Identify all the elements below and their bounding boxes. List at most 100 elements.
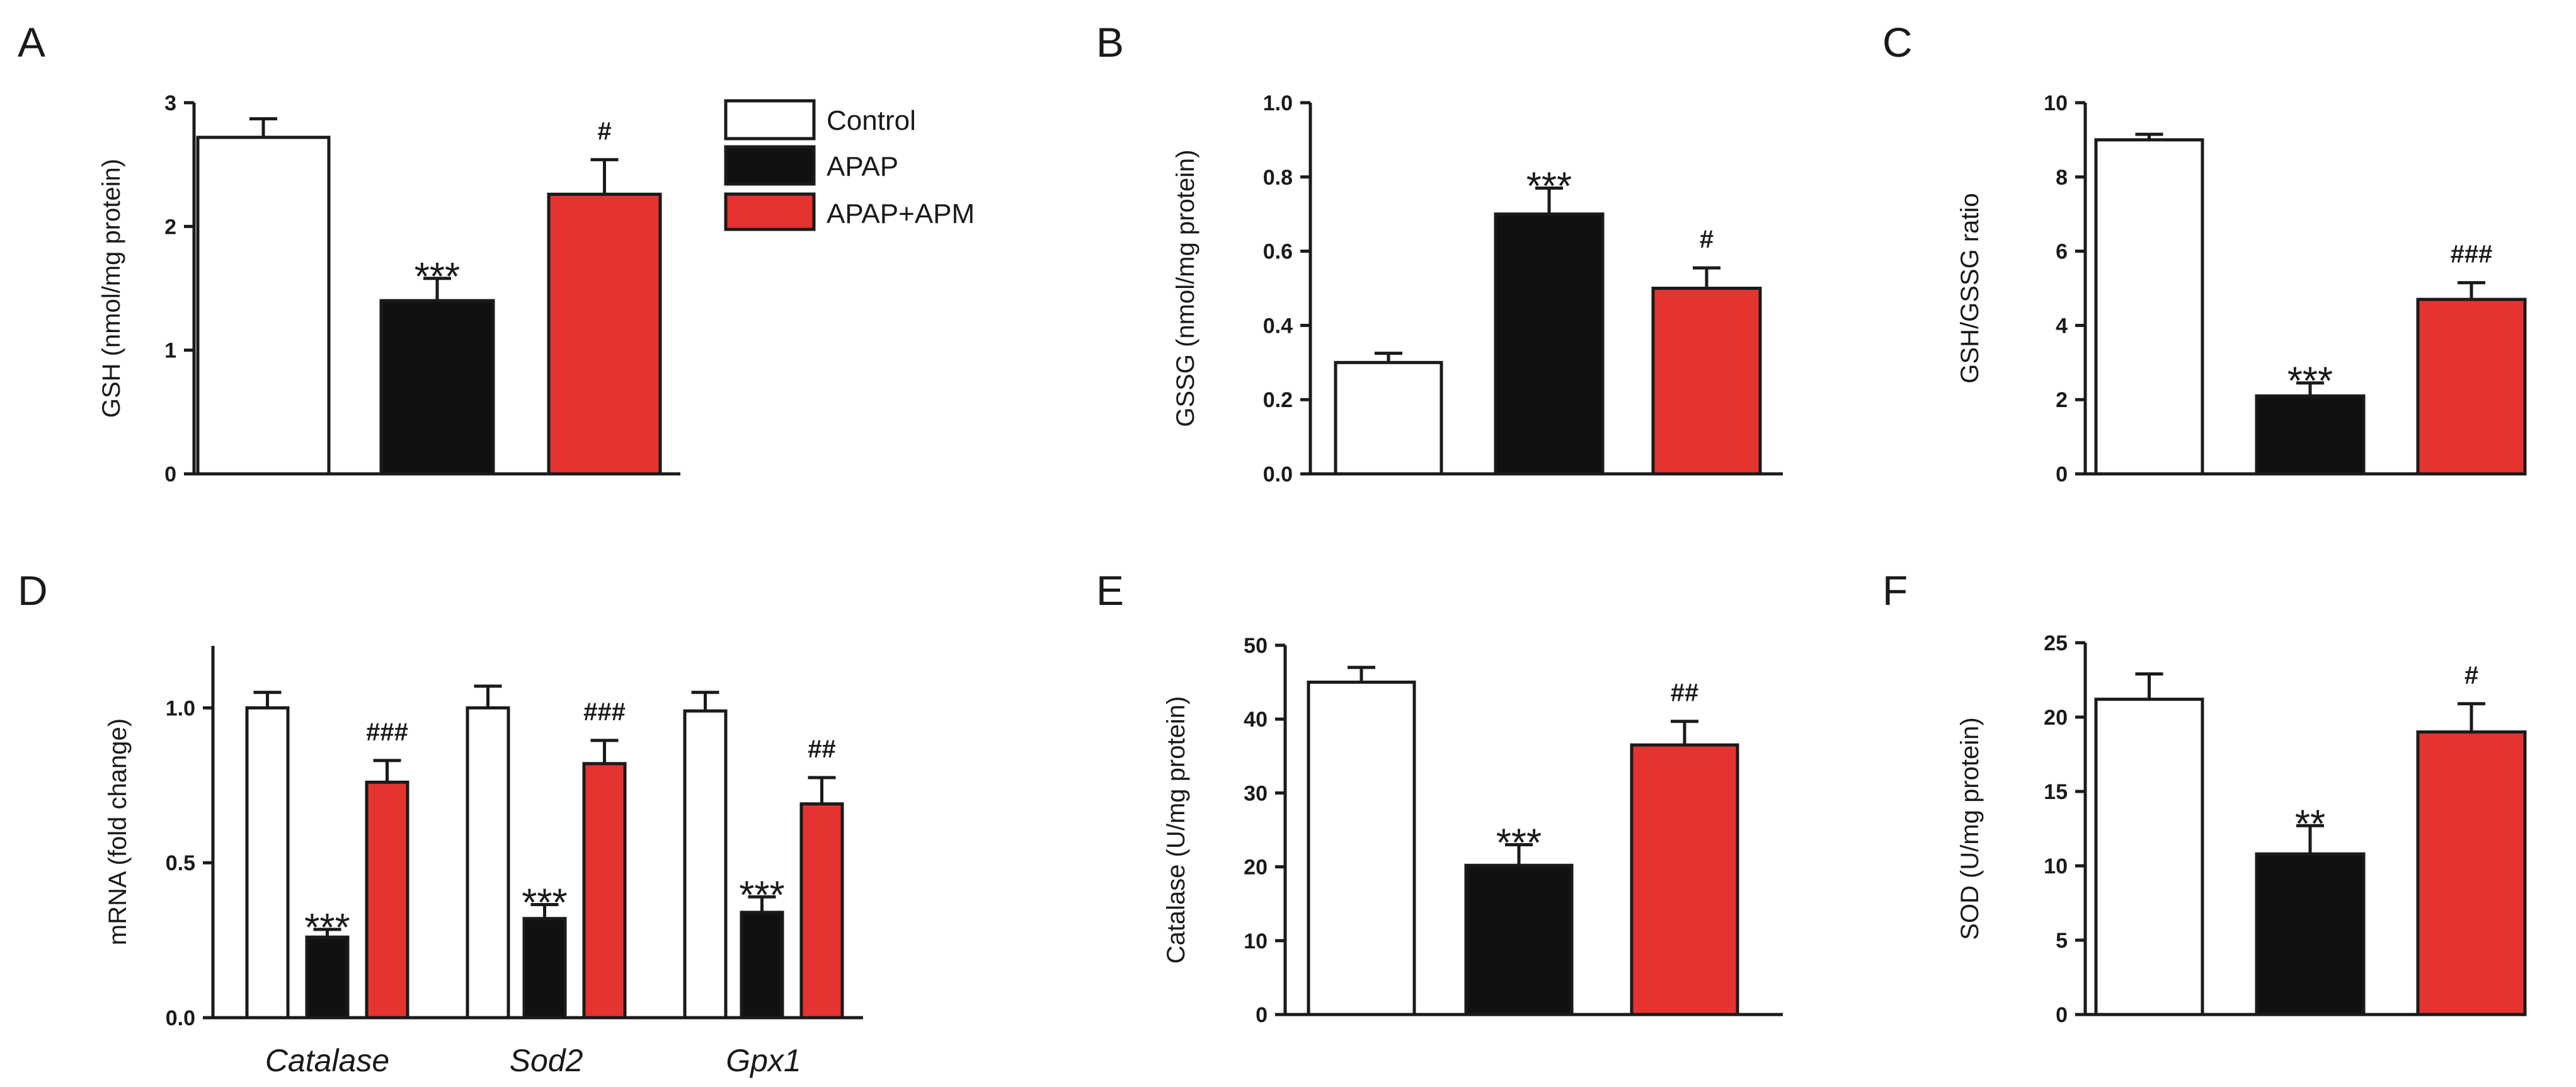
- y-axis-label: GSSG (nmol/mg protein): [1172, 149, 1199, 427]
- bar: [2094, 698, 2204, 1016]
- y-tick-label: 50: [1244, 634, 1268, 658]
- significance-label: ***: [522, 882, 567, 925]
- y-tick-label: 10: [2044, 854, 2068, 878]
- panel-c: C 0 2 4 6 8 10 GSH/GSSG ratio *** ###: [1882, 19, 2527, 486]
- y-tick-label: 15: [2044, 780, 2068, 804]
- bar: [683, 709, 728, 1020]
- x-tick-label: Sod2: [510, 1043, 583, 1078]
- significance-label: ###: [583, 698, 626, 726]
- y-axis-label: SOD (U/mg protein): [1956, 717, 1984, 940]
- panel-letter: F: [1882, 567, 1908, 614]
- bar: [582, 762, 627, 1020]
- bar: [466, 706, 510, 1020]
- y-tick-label: 2: [2056, 388, 2068, 412]
- y-tick-label: 10: [2044, 91, 2068, 115]
- y-tick-label: 0.4: [1263, 314, 1293, 338]
- legend-label: APAP+APM: [827, 198, 975, 229]
- panel-letter: E: [1096, 567, 1124, 614]
- significance-label: ###: [366, 718, 408, 746]
- bar: [196, 135, 331, 476]
- bar: [1630, 743, 1739, 1016]
- significance-label: ###: [2451, 241, 2493, 268]
- y-axis-label: Catalase (U/mg protein): [1162, 696, 1190, 964]
- panel-letter: A: [18, 19, 45, 66]
- bar: [305, 935, 350, 1020]
- y-tick-label: 20: [1244, 856, 1268, 880]
- significance-label: ##: [808, 735, 836, 763]
- legend-swatch: [724, 192, 816, 231]
- y-tick-label: 4: [2056, 314, 2068, 338]
- y-tick-label: 8: [2056, 166, 2068, 190]
- legend-label: Control: [827, 105, 916, 136]
- y-tick-label: 25: [2044, 631, 2068, 655]
- panel-a: A 0 1 2 3 GSH (nmol/mg protein) *** #: [18, 19, 680, 486]
- y-tick-label: 0.0: [1263, 463, 1293, 486]
- bar: [740, 911, 784, 1020]
- y-tick-label: 1.0: [1263, 91, 1293, 115]
- panel-e: E 0 10 20 30 40 50 Catalase (U/mg protein) *** ##: [1096, 567, 1783, 1027]
- bar: [2255, 852, 2366, 1016]
- y-tick-label: 0.8: [1263, 166, 1293, 190]
- y-tick-label: 40: [1244, 708, 1268, 732]
- significance-label: ***: [1526, 164, 1572, 208]
- x-tick-label: Catalase: [265, 1043, 389, 1078]
- significance-label: ***: [1496, 821, 1542, 865]
- y-tick-label: 0.0: [166, 1006, 195, 1030]
- y-axis-label: GSH (nmol/mg protein): [98, 159, 125, 418]
- bar: [2255, 394, 2366, 476]
- legend-label: APAP: [827, 151, 898, 182]
- y-tick-label: 30: [1244, 781, 1268, 805]
- panel-b: B 0.0 0.2 0.4 0.6 0.8 1.0 GSSG (nmol/mg protein…: [1096, 19, 1783, 486]
- y-tick-label: 2: [164, 215, 176, 239]
- panel-letter: C: [1882, 19, 1913, 66]
- y-tick-label: 5: [2056, 929, 2068, 953]
- y-tick-label: 10: [1244, 929, 1268, 953]
- y-tick-label: 0: [1256, 1003, 1268, 1027]
- panel-d: D 0.0 0.5 1.0 mRNA (fold change) *** ### Catala…: [18, 567, 863, 1078]
- panel-letter: B: [1096, 19, 1124, 66]
- significance-label: ***: [304, 906, 350, 950]
- bar: [2094, 138, 2204, 476]
- y-tick-label: 1.0: [166, 696, 195, 720]
- bar: [1307, 681, 1416, 1016]
- bar: [379, 299, 495, 476]
- bar: [547, 192, 662, 476]
- bar: [799, 802, 844, 1020]
- significance-label: ##: [1671, 679, 1699, 707]
- y-tick-label: 0: [164, 463, 176, 486]
- y-tick-label: 0.5: [166, 851, 195, 875]
- bar: [245, 706, 290, 1020]
- bar: [1464, 863, 1574, 1016]
- significance-label: **: [2295, 802, 2325, 846]
- legend: Control APAP APAP+APM: [724, 99, 975, 231]
- y-axis-label: mRNA (fold change): [104, 718, 132, 945]
- y-tick-label: 3: [164, 91, 176, 115]
- bar: [1651, 287, 1762, 476]
- bar: [2416, 297, 2527, 476]
- legend-swatch: [724, 99, 816, 141]
- y-tick-label: 1: [164, 339, 176, 363]
- bar: [2416, 730, 2527, 1016]
- significance-label: ***: [415, 255, 460, 299]
- panel-f: F 0 5 10 15 20 25 SOD (U/mg protein) ** #: [1882, 567, 2527, 1027]
- bar: [1494, 212, 1605, 476]
- legend-swatch: [724, 145, 816, 186]
- y-tick-label: 0: [2056, 1003, 2068, 1027]
- x-tick-label: Gpx1: [726, 1043, 801, 1078]
- significance-label: ***: [2287, 360, 2333, 403]
- significance-label: ***: [739, 873, 784, 917]
- bar: [1334, 360, 1443, 476]
- significance-label: #: [2464, 662, 2478, 689]
- y-tick-label: 0: [2056, 463, 2068, 486]
- significance-label: #: [597, 117, 611, 145]
- y-tick-label: 6: [2056, 240, 2068, 264]
- bar: [365, 780, 409, 1020]
- significance-label: #: [1700, 226, 1714, 253]
- y-axis-label: GSH/GSSG ratio: [1956, 193, 1984, 383]
- bar: [522, 917, 567, 1020]
- y-tick-label: 0.6: [1263, 240, 1293, 264]
- panel-letter: D: [18, 567, 48, 614]
- y-tick-label: 20: [2044, 706, 2068, 730]
- y-tick-label: 0.2: [1263, 388, 1293, 412]
